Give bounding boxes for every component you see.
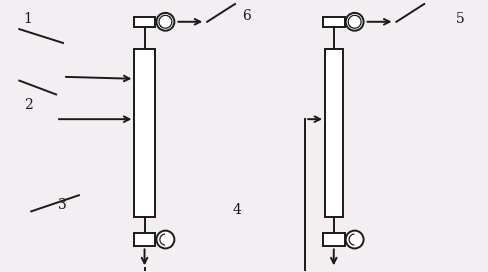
Text: 2: 2 (24, 98, 32, 112)
Circle shape (157, 231, 174, 248)
Bar (323, 17, 345, 27)
Text: 1: 1 (23, 12, 33, 26)
Circle shape (346, 13, 364, 31)
Bar (323, 233, 345, 246)
Bar (134, 233, 156, 246)
Bar (134, 48, 155, 217)
Circle shape (346, 231, 364, 248)
Bar (325, 48, 343, 217)
Bar (134, 17, 156, 27)
Text: 6: 6 (242, 9, 251, 23)
Text: 3: 3 (58, 198, 66, 212)
Circle shape (157, 13, 174, 31)
Text: 4: 4 (232, 203, 241, 217)
Text: 5: 5 (456, 12, 464, 26)
